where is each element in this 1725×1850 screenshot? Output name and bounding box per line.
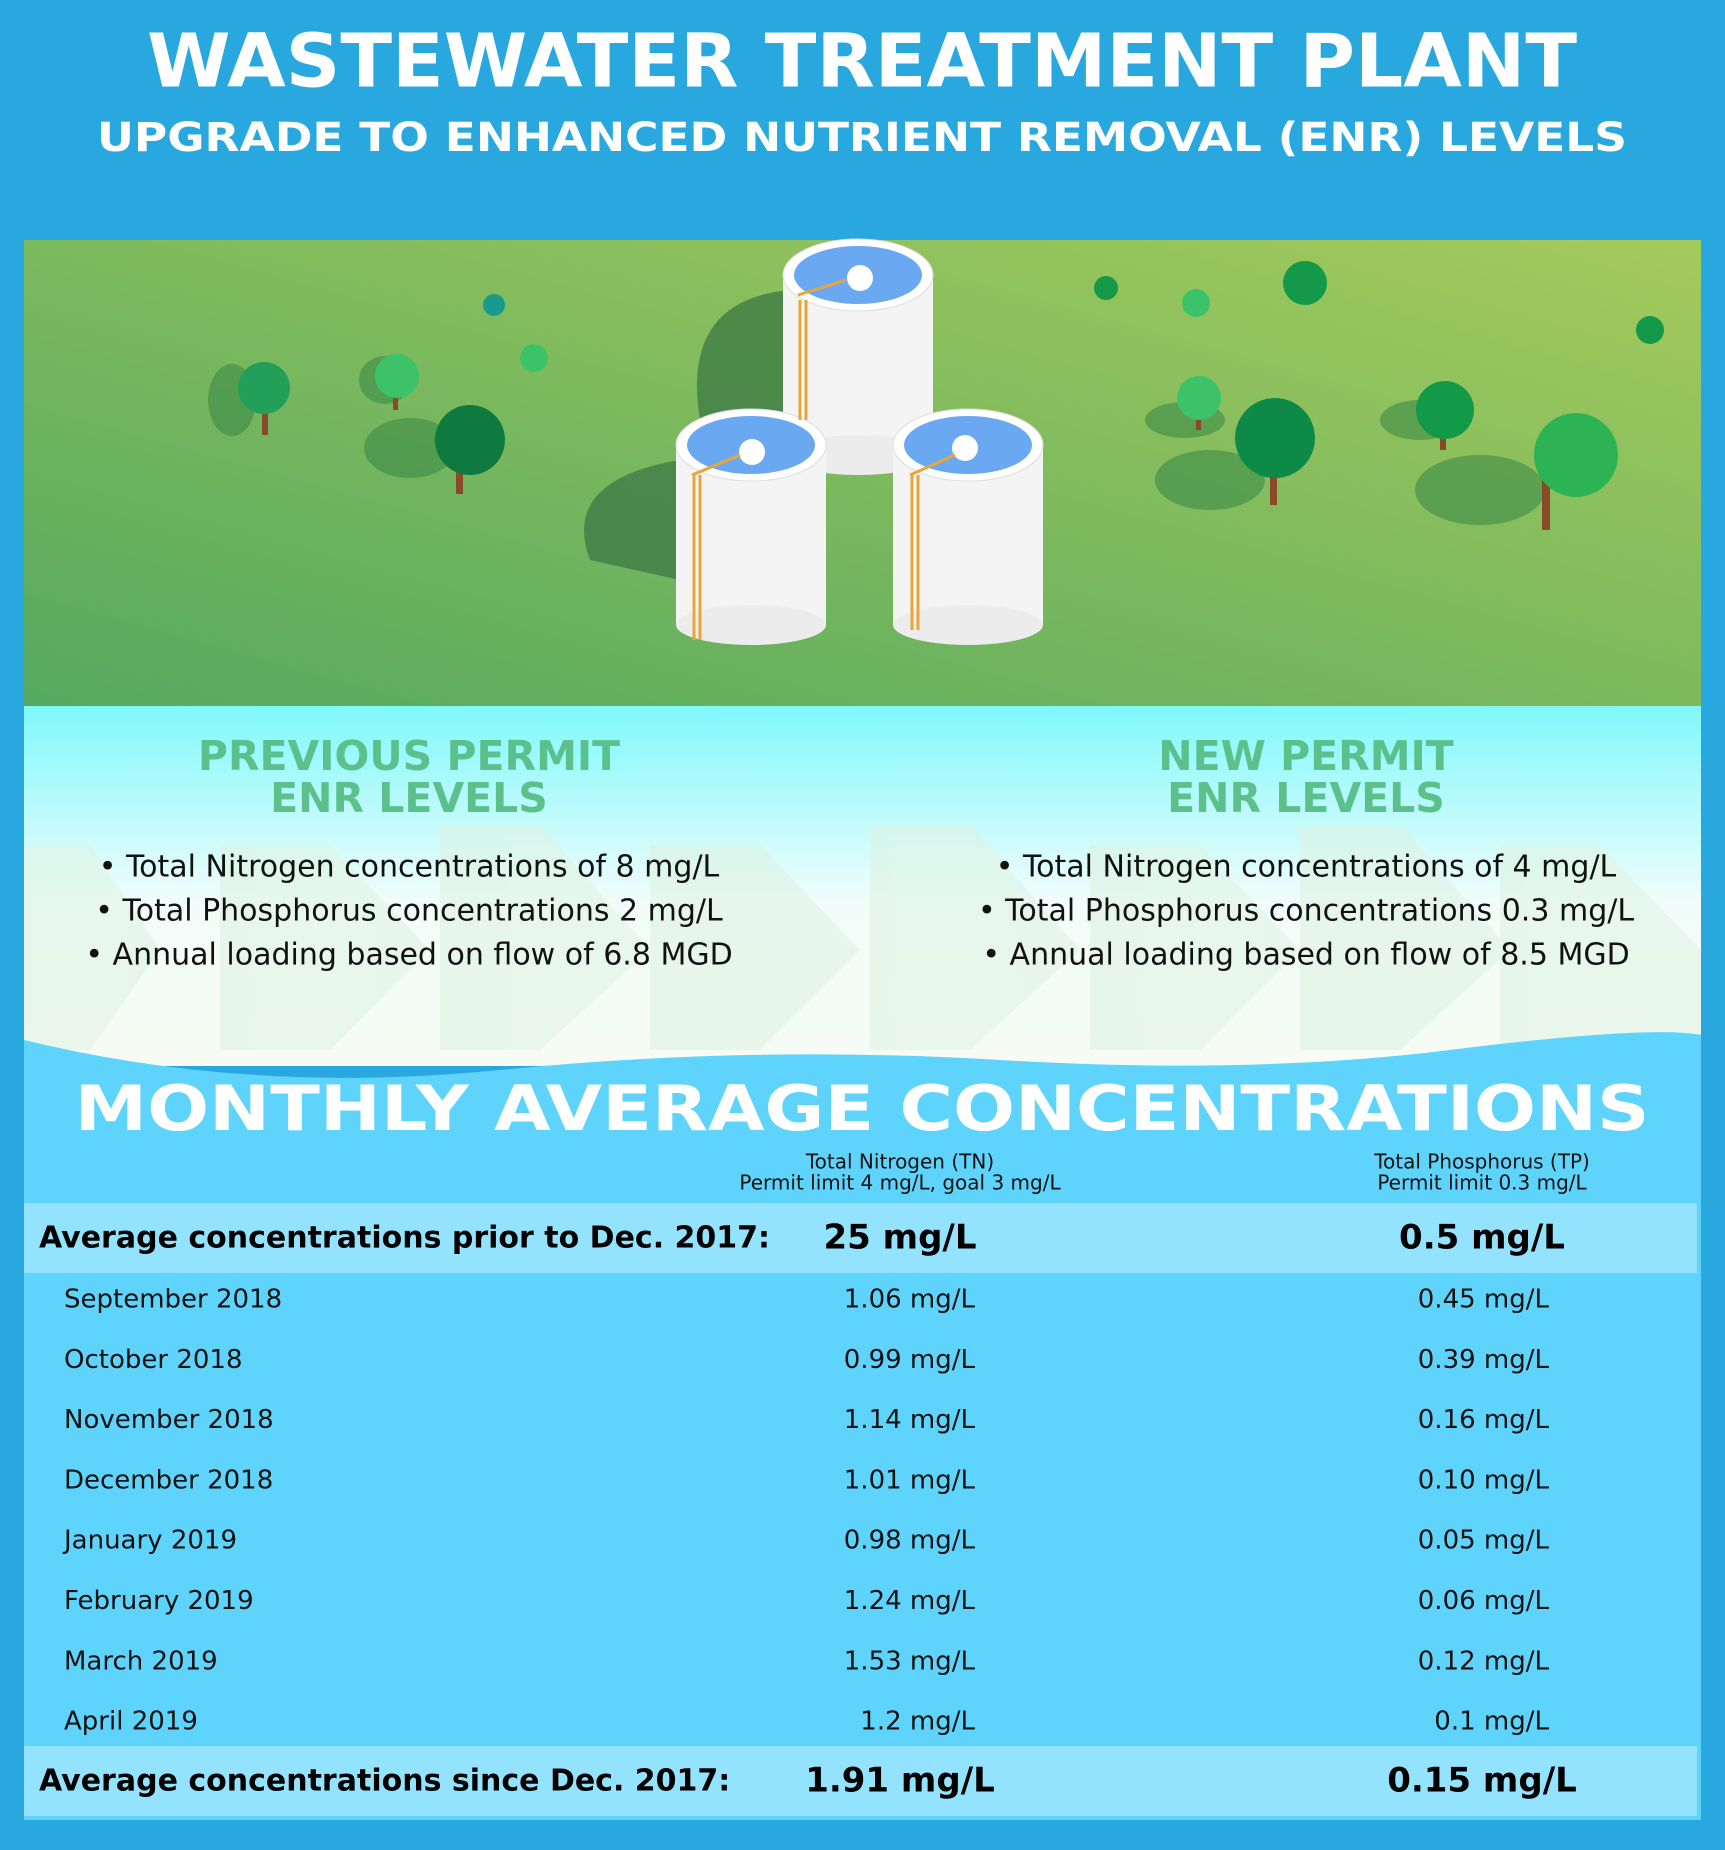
row-value: 1.01 mg/L: [844, 1465, 976, 1495]
summary-value: 1.91 mg/L: [805, 1761, 995, 1801]
row-label: September 2018: [64, 1285, 282, 1315]
summary-value: 0.15 mg/L: [1387, 1761, 1577, 1801]
column-note: Permit limit 0.3 mg/L: [1377, 1171, 1587, 1195]
row-label: February 2019: [64, 1586, 254, 1616]
row-value: 0.45 mg/L: [1418, 1285, 1550, 1315]
row-label: October 2018: [64, 1345, 242, 1375]
row-value: 0.39 mg/L: [1418, 1345, 1550, 1375]
trees: [208, 261, 1664, 530]
permit-title: ENR LEVELS: [1167, 774, 1445, 822]
summary-value: 0.5 mg/L: [1399, 1218, 1565, 1258]
table-heading: MONTHLY AVERAGE CONCENTRATIONS: [75, 1072, 1650, 1145]
row-value: 0.05 mg/L: [1418, 1526, 1550, 1556]
row-value: 0.1 mg/L: [1434, 1707, 1549, 1737]
row-value: 0.98 mg/L: [844, 1526, 976, 1556]
summary-label: Average concentrations since Dec. 2017:: [39, 1764, 730, 1799]
summary-label: Average concentrations prior to Dec. 201…: [39, 1221, 770, 1256]
row-label: March 2019: [64, 1646, 218, 1676]
permit-item: • Annual loading based on flow of 6.8 MG…: [85, 938, 732, 973]
row-label: December 2018: [64, 1465, 273, 1495]
column-note: Permit limit 4 mg/L, goal 3 mg/L: [739, 1171, 1061, 1195]
permit-item: • Total Phosphorus concentrations 0.3 mg…: [978, 894, 1634, 929]
summary-value: 25 mg/L: [824, 1218, 977, 1258]
row-value: 0.16 mg/L: [1418, 1405, 1550, 1435]
row-label: April 2019: [64, 1707, 198, 1737]
permit-section: [24, 706, 1701, 1066]
permit-title: NEW PERMIT: [1158, 732, 1454, 780]
subtitle: UPGRADE TO ENHANCED NUTRIENT REMOVAL (EN…: [97, 115, 1627, 161]
summary-row-bg: [24, 1203, 1697, 1273]
row-value: 0.10 mg/L: [1418, 1465, 1550, 1495]
permit-item: • Total Nitrogen concentrations of 8 mg/…: [99, 850, 720, 885]
summary-row-bg: [24, 1746, 1697, 1816]
tanks: [584, 238, 1044, 645]
row-value: 0.99 mg/L: [844, 1345, 976, 1375]
permit-item: • Total Nitrogen concentrations of 4 mg/…: [996, 850, 1617, 885]
row-value: 1.2 mg/L: [860, 1707, 975, 1737]
row-value: 0.06 mg/L: [1418, 1586, 1550, 1616]
permit-item: • Total Phosphorus concentrations 2 mg/L: [95, 894, 723, 929]
row-value: 1.06 mg/L: [844, 1285, 976, 1315]
column-name: Total Phosphorus (TP): [1373, 1150, 1590, 1174]
permit-item: • Annual loading based on flow of 8.5 MG…: [982, 938, 1629, 973]
table: Total Nitrogen (TN)Permit limit 4 mg/L, …: [24, 1150, 1697, 1816]
permit-title: PREVIOUS PERMIT: [198, 732, 620, 780]
row-value: 0.12 mg/L: [1418, 1646, 1550, 1676]
landscape: [24, 238, 1701, 707]
column-name: Total Nitrogen (TN): [805, 1150, 994, 1174]
row-label: January 2019: [62, 1526, 237, 1556]
row-value: 1.24 mg/L: [844, 1586, 976, 1616]
row-value: 1.14 mg/L: [844, 1405, 976, 1435]
chevrons: [24, 825, 1701, 1050]
title: WASTEWATER TREATMENT PLANT: [147, 19, 1578, 105]
row-label: November 2018: [64, 1405, 274, 1435]
permit-title: ENR LEVELS: [270, 774, 548, 822]
row-value: 1.53 mg/L: [844, 1646, 976, 1676]
